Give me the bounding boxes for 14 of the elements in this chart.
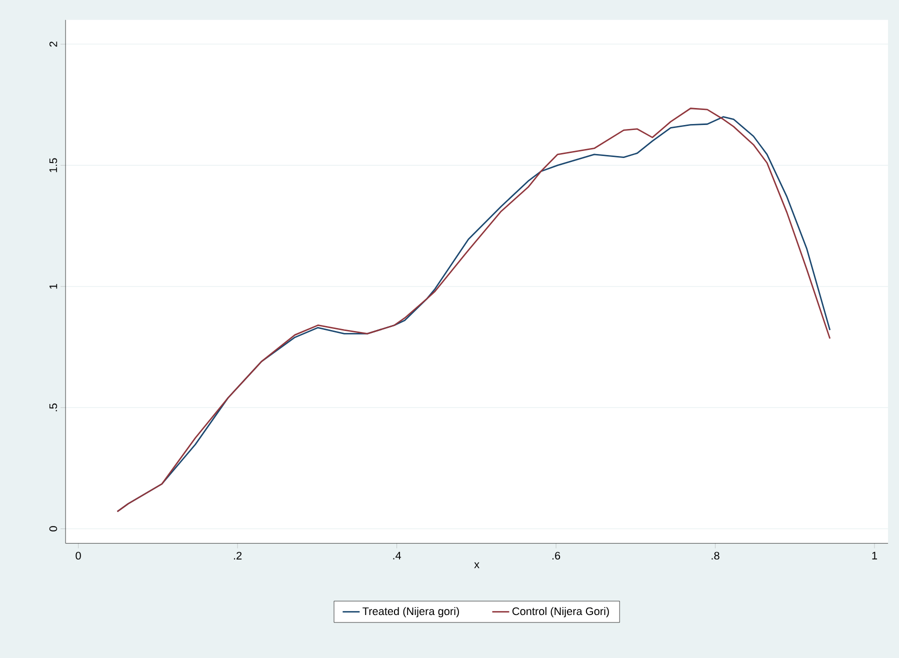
y-tick-label: 1 [50, 284, 58, 289]
y-tick-label: .5 [49, 404, 58, 412]
legend-label: Treated (Nijera gori) [362, 607, 459, 618]
x-tick-label: 0 [76, 552, 81, 560]
x-tick-label: .6 [552, 552, 560, 560]
x-tick-label: 1 [872, 552, 878, 560]
legend-label: Control (Nijera Gori) [512, 607, 609, 618]
y-tick-label: 1.5 [49, 158, 58, 172]
x-axis-title: x [474, 562, 480, 568]
x-tick-label: .8 [712, 552, 720, 560]
y-tick-label: 2 [49, 42, 58, 47]
x-tick-label: .2 [234, 552, 242, 560]
x-tick-label: .4 [393, 552, 402, 560]
y-tick-label: 0 [49, 526, 58, 532]
